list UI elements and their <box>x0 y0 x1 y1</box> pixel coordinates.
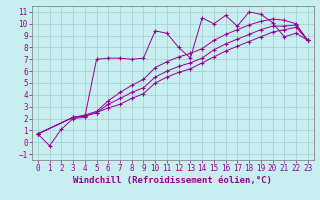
X-axis label: Windchill (Refroidissement éolien,°C): Windchill (Refroidissement éolien,°C) <box>73 176 272 185</box>
